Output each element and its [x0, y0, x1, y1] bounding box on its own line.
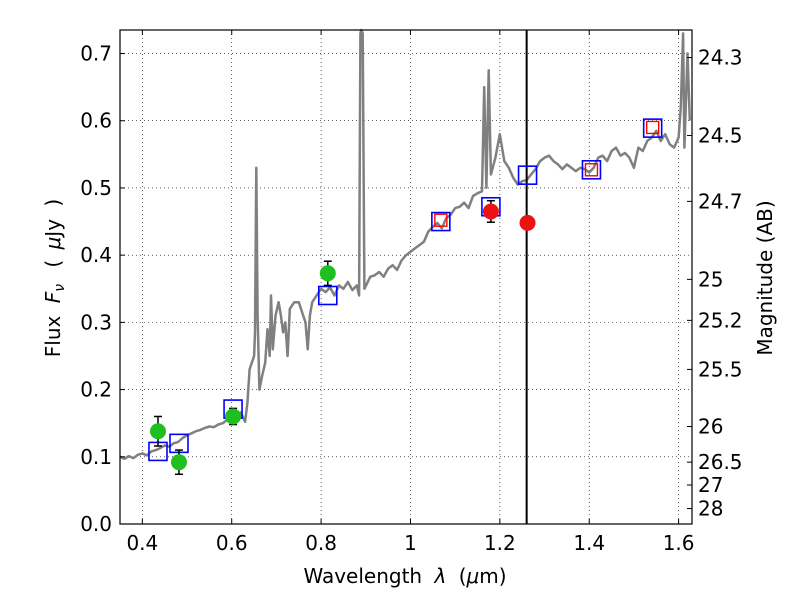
- y-axis-label-unit-rest: Jy: [41, 219, 65, 239]
- y-axis-label-unit-open: (: [41, 260, 65, 268]
- y-axis-ticks: 0.0 0.1 0.2 0.3 0.4 0.5 0.6 0.7: [80, 42, 125, 536]
- model-spectrum-line: [119, 28, 692, 461]
- x-tick-label: 1: [404, 531, 417, 555]
- y-tick-label: 0.5: [80, 176, 112, 200]
- y-axis-label-unit-mu: μ: [41, 237, 65, 251]
- x-axis-label-unit-open: (: [459, 564, 467, 588]
- x-tick-label: 1.2: [484, 531, 516, 555]
- y2-tick-label: 26.5: [698, 450, 743, 474]
- y-tick-label: 0.6: [80, 109, 112, 133]
- y-axis-label-unit-close: ): [41, 199, 65, 207]
- model-box-inner-point: [584, 163, 599, 177]
- observed-point-green: [319, 265, 336, 282]
- observed-point-green: [149, 423, 166, 440]
- model-spectrum-series: [119, 28, 692, 461]
- y2-tick-label: 25.5: [698, 357, 743, 381]
- y2-tick-label: 24.7: [698, 189, 743, 213]
- grid: [120, 30, 692, 525]
- y-axis-label-symbol: F: [41, 291, 65, 303]
- y-axis-label: Flux Fν ( μJy ): [41, 199, 69, 357]
- x-axis-label-symbol: λ: [433, 564, 446, 588]
- y-axis-label-text: Flux: [41, 315, 65, 357]
- x-tick-label: 1.4: [573, 531, 605, 555]
- x-axis-label: Wavelength λ (μm): [303, 564, 506, 588]
- x-axis-ticks: 0.4 0.6 0.8 1 1.2 1.4 1.6: [126, 30, 695, 555]
- x-tick-label: 0.8: [305, 531, 337, 555]
- y2-tick-label: 24.3: [698, 46, 743, 70]
- model-box-point: [581, 159, 602, 180]
- x-axis-label-unit-mu: μ: [466, 564, 480, 588]
- y2-tick-label: 27: [698, 473, 723, 497]
- x-tick-label: 0.4: [126, 531, 158, 555]
- model-box-point: [317, 285, 338, 306]
- y2-tick-label: 25.2: [698, 308, 743, 332]
- y2-tick-label: 25: [698, 267, 723, 291]
- observed-point-red: [519, 214, 536, 231]
- y-tick-label: 0.7: [80, 42, 112, 66]
- y2-tick-label: 24.5: [698, 124, 743, 148]
- model-box-inner-point: [434, 213, 448, 227]
- error-bars: [153, 199, 495, 476]
- y2-tick-label: 26: [698, 415, 723, 439]
- observed-point-green: [225, 408, 242, 425]
- y-tick-label: 0.2: [80, 378, 112, 402]
- observed-point-green: [170, 454, 187, 471]
- y-tick-label: 0.0: [80, 512, 112, 536]
- model-box-point: [642, 118, 663, 138]
- observed-point-red: [482, 203, 499, 220]
- plot-frame: [119, 29, 693, 525]
- model-box-point: [517, 165, 538, 185]
- y2-axis-label: Magnitude (AB): [753, 200, 777, 355]
- y-tick-label: 0.3: [80, 310, 112, 334]
- x-axis-label-unit-rest: m): [479, 564, 506, 588]
- x-tick-label: 0.6: [216, 531, 248, 555]
- x-axis-label-text: Wavelength: [303, 564, 422, 588]
- x-tick-label: 1.6: [663, 531, 695, 555]
- y-tick-label: 0.4: [80, 243, 112, 267]
- y-axis-label-subscript: ν: [52, 284, 68, 292]
- model-box-inner-point: [645, 120, 660, 135]
- observed-points: [149, 203, 536, 471]
- y-tick-label: 0.1: [80, 445, 112, 469]
- model-boxes-series: [148, 118, 663, 462]
- model-box-point: [431, 211, 451, 232]
- y2-tick-label: 28: [698, 497, 723, 521]
